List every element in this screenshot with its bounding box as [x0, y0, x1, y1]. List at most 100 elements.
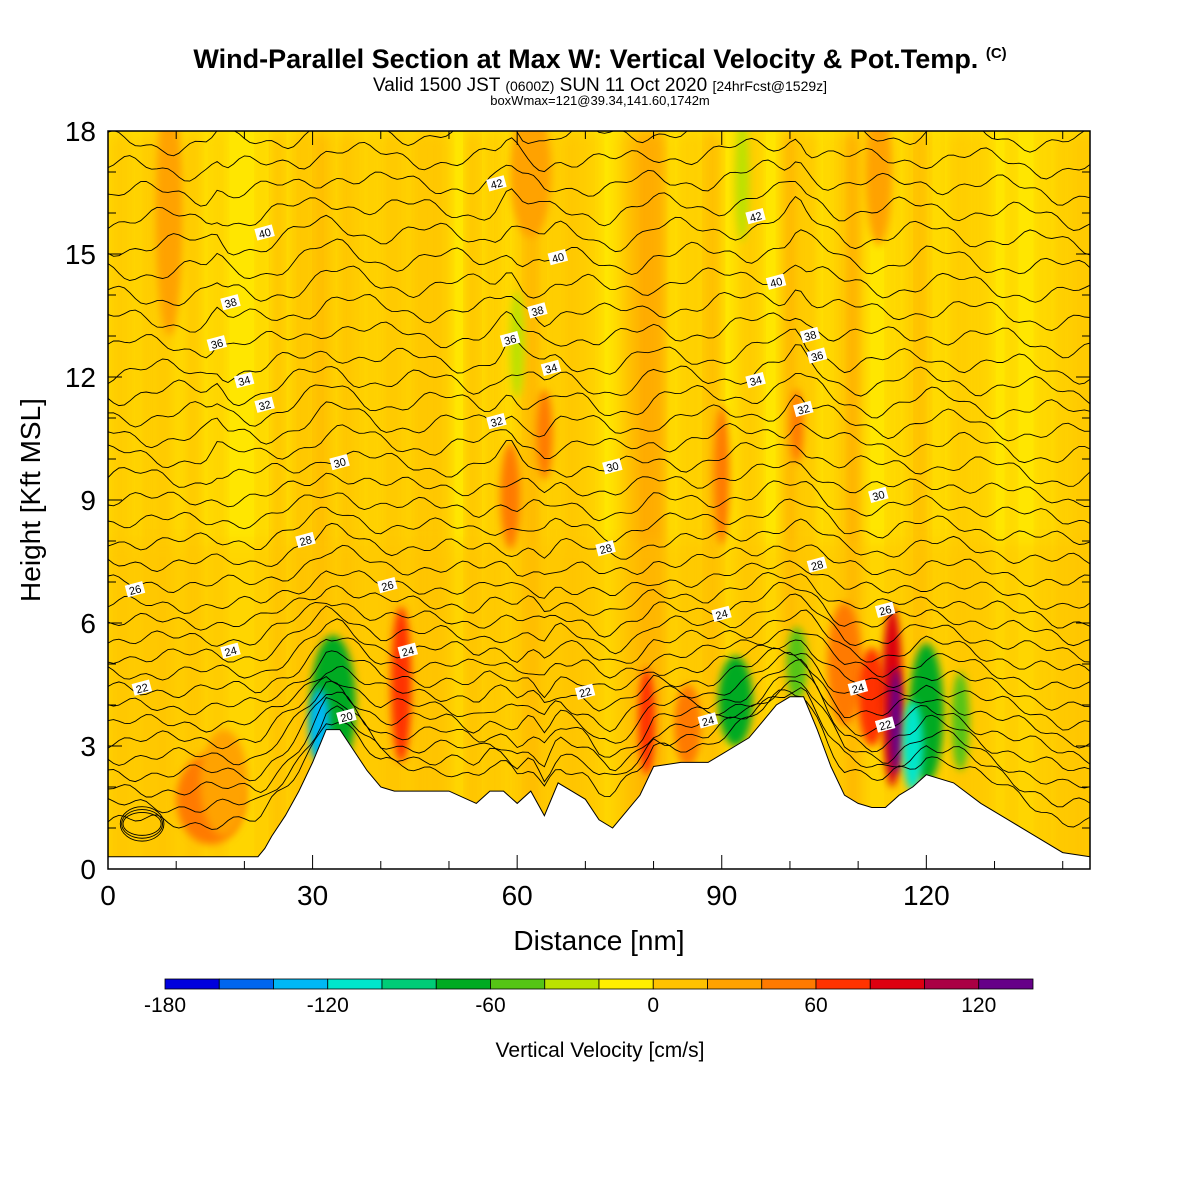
isentrope-line — [108, 647, 1090, 733]
isentrope-label-bg — [329, 454, 350, 471]
isentrope-label: 32 — [254, 396, 275, 414]
isentrope-label: 30 — [329, 454, 350, 471]
isentrope-label: 24 — [847, 679, 869, 697]
isentrope-line — [108, 229, 1090, 281]
y-tick-label: 9 — [80, 485, 96, 516]
isentrope-label: 22 — [131, 679, 153, 696]
colorbar-swatch — [218, 978, 274, 990]
y-tick-label: 12 — [65, 362, 96, 393]
y-tick-label: 6 — [80, 608, 96, 639]
isentrope-label: 26 — [874, 601, 896, 619]
isentrope-label-bg — [765, 273, 787, 290]
downdraft-cell — [718, 655, 753, 747]
y-tick-label: 3 — [80, 731, 96, 762]
isentrope-label-bg — [711, 605, 732, 622]
isentrope-label-bg — [595, 540, 616, 557]
isentrope-line — [108, 461, 1090, 508]
colorbar-swatch — [544, 978, 600, 990]
isentrope-label-text: 36 — [503, 333, 518, 348]
y-tick-label: 18 — [65, 116, 96, 147]
isentrope-label-text: 40 — [551, 251, 566, 266]
colorbar-swatch — [490, 978, 546, 990]
isentrope-label: 24 — [220, 642, 241, 660]
isentrope-label: 34 — [540, 359, 562, 377]
velocity-band — [273, 131, 282, 869]
velocity-band — [258, 131, 266, 869]
isentrope-label-text: 42 — [749, 210, 764, 225]
isentrope-label-bg — [254, 224, 275, 241]
isentrope-label-bg — [377, 577, 398, 594]
colorbar-swatch — [761, 978, 817, 990]
isentrope-line — [108, 689, 1090, 830]
isentrope-label-text: 28 — [810, 559, 825, 574]
updraft-cell — [200, 729, 248, 837]
isentrope-line — [119, 806, 165, 842]
isentrope-label-bg — [793, 400, 814, 417]
isentrope-label: 32 — [793, 400, 814, 418]
isentrope-label-bg — [254, 396, 275, 413]
updraft-cell — [536, 389, 553, 480]
isentrope-label-bg — [233, 372, 255, 389]
isentrope-line — [108, 544, 1090, 593]
isentrope-label-text: 24 — [701, 715, 716, 730]
velocity-band — [123, 131, 134, 869]
downdraft-cell — [951, 672, 970, 771]
chart-valid-time: Valid 1500 JST (0600Z) SUN 11 Oct 2020 [… — [372, 75, 828, 96]
isentrope-label: 34 — [745, 372, 766, 389]
velocity-band — [708, 131, 720, 869]
isentrope-label-text: 28 — [598, 542, 613, 557]
isentrope-line — [108, 639, 1090, 716]
isentrope-label: 28 — [806, 556, 828, 574]
isentrope-label-bg — [745, 372, 766, 389]
x-tick-label: 120 — [903, 880, 950, 911]
terrain — [108, 696, 1090, 869]
isentrope-label-bg — [574, 683, 596, 700]
isentrope-label-bg — [486, 413, 507, 430]
velocity-band — [318, 131, 330, 869]
isentrope-line — [108, 593, 1090, 664]
isentrope-labels: 42 42 40 40 40 38 38 38 36 36 36 34 34 34 32 32 32 30 30 30… — [124, 175, 896, 734]
colorbar-swatch — [869, 978, 925, 990]
velocity-band — [933, 131, 941, 869]
isentrope-label-bg — [547, 249, 569, 266]
isentrope-line — [108, 289, 1090, 333]
isentrope-label-text: 38 — [803, 329, 818, 344]
isentrope-label: 40 — [765, 273, 787, 291]
colorbar-swatch — [164, 978, 220, 990]
velocity-band — [1008, 131, 1016, 869]
isentrope-label-bg — [868, 486, 889, 504]
isentrope-line — [108, 658, 1090, 766]
isentrope-label-bg — [486, 175, 507, 192]
isentrope-label: 40 — [547, 249, 569, 266]
colorbar-swatch — [273, 978, 329, 990]
isentrope-label: 42 — [745, 208, 766, 225]
isentrope-line — [108, 480, 1090, 530]
isentrope-label: 36 — [206, 335, 228, 352]
isentrope-line — [108, 195, 1090, 257]
isentrope-label: 42 — [486, 175, 507, 192]
isentrope-label-text: 42 — [489, 177, 504, 192]
isentrope-label-text: 24 — [851, 682, 866, 697]
colorbar-swatch — [652, 978, 708, 990]
plot-area: 42 42 40 40 40 38 38 38 36 36 36 34 34 34 32 32 32 30 30 30… — [108, 131, 1090, 869]
colorbar-tick-label: 0 — [647, 994, 659, 1017]
downdraft-cell — [735, 131, 750, 242]
isentrope-line — [108, 328, 1090, 385]
isentrope-line — [108, 373, 1090, 428]
isentrope-label: 26 — [124, 581, 146, 598]
colorbar-swatch — [327, 978, 383, 990]
isentrope-label-text: 24 — [401, 645, 416, 660]
isentrope-label-text: 40 — [258, 227, 273, 242]
updraft-cell — [889, 668, 902, 775]
isentrope-label-text: 26 — [128, 583, 143, 598]
velocity-band — [438, 131, 449, 869]
isentrope-label-bg — [799, 326, 821, 344]
isentrope-label-text: 22 — [878, 719, 893, 734]
updraft-cell — [864, 131, 893, 246]
y-tick-label: 15 — [65, 239, 96, 270]
colorbar-swatch — [978, 978, 1034, 990]
isentrope-label-bg — [847, 679, 869, 696]
isentrope-label-text: 34 — [544, 362, 559, 377]
isentrope-label-bg — [540, 359, 562, 376]
